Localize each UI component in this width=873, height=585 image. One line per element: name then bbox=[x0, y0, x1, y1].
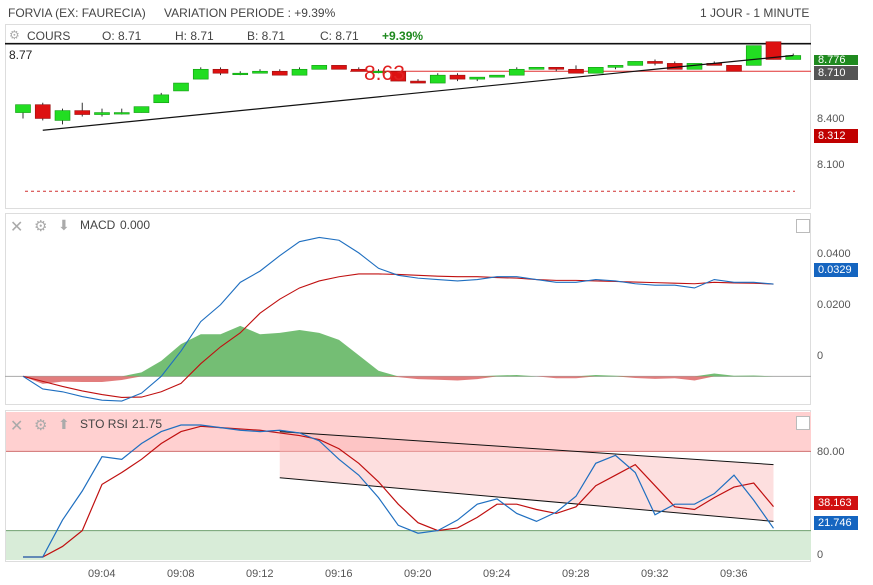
top-level-label: 8.77 bbox=[9, 48, 33, 62]
high-value: H: 8.71 bbox=[175, 29, 214, 43]
candle-body bbox=[587, 67, 604, 74]
candle-body bbox=[489, 74, 505, 78]
sto-d-tag: 38.163 bbox=[814, 496, 858, 510]
price-label: COURS bbox=[27, 29, 71, 43]
candle-body bbox=[232, 72, 249, 76]
candle-body bbox=[726, 65, 742, 72]
channel-lower-line bbox=[279, 477, 774, 522]
channel-upper-line bbox=[279, 431, 774, 466]
x-axis-tick: 09:32 bbox=[641, 568, 669, 580]
macd-histogram-positive bbox=[23, 325, 774, 377]
macd-value-tag: 0.0329 bbox=[814, 263, 858, 277]
candle-body bbox=[192, 68, 209, 80]
candle-body bbox=[74, 110, 91, 115]
candle-body bbox=[291, 68, 308, 76]
arrow-up-icon[interactable]: ⬆ bbox=[58, 416, 70, 432]
candle-body bbox=[528, 67, 545, 70]
oversold-zone bbox=[6, 530, 811, 560]
candle-body bbox=[429, 74, 446, 84]
candle-body bbox=[331, 65, 347, 70]
x-axis-tick: 09:20 bbox=[404, 568, 432, 580]
macd-tick: 0 bbox=[817, 350, 824, 362]
macd-panel bbox=[5, 213, 811, 405]
candle-body bbox=[647, 61, 663, 64]
candle-body bbox=[627, 61, 644, 66]
candle-body bbox=[54, 110, 71, 121]
price-tick: 8.400 bbox=[817, 113, 845, 125]
high-price-tag: 8.776 bbox=[814, 55, 858, 65]
candle-body bbox=[212, 68, 229, 74]
sto-tick: 80.00 bbox=[817, 446, 845, 458]
gear-icon[interactable]: ⚙ bbox=[34, 417, 48, 434]
panel-checkbox[interactable] bbox=[796, 219, 810, 233]
candle-body bbox=[568, 68, 584, 74]
candle-body bbox=[370, 70, 387, 74]
candle-body bbox=[449, 74, 466, 80]
channel-fill bbox=[279, 431, 774, 522]
candle-body bbox=[765, 41, 782, 60]
close-icon[interactable]: ✕ bbox=[10, 219, 24, 236]
macd-signal-line bbox=[22, 273, 774, 398]
sto-rsi-panel bbox=[5, 410, 811, 562]
low-value: B: 8.71 bbox=[247, 29, 286, 43]
candle-body bbox=[113, 112, 130, 115]
macd-tick: 0.0200 bbox=[817, 299, 851, 311]
arrow-down-icon[interactable]: ⬇ bbox=[58, 217, 70, 233]
candle-body bbox=[410, 80, 426, 84]
candle-body bbox=[173, 82, 189, 92]
low-price-tag: 8.312 bbox=[814, 129, 858, 143]
candle-body bbox=[34, 104, 51, 119]
close-icon[interactable]: ✕ bbox=[10, 418, 24, 435]
crosshair-price-value: 8.63 bbox=[364, 62, 405, 85]
candle-body bbox=[252, 70, 268, 74]
sto-rsi-label: STO RSI bbox=[80, 417, 128, 431]
x-axis-tick: 09:08 bbox=[167, 568, 195, 580]
change-value: +9.39% bbox=[382, 29, 424, 43]
x-axis-tick: 09:24 bbox=[483, 568, 511, 580]
panel-checkbox[interactable] bbox=[796, 416, 810, 430]
period-selector[interactable]: 1 JOUR - 1 MINUTE bbox=[700, 6, 810, 20]
macd-value: 0.000 bbox=[120, 218, 151, 232]
x-axis-tick: 09:12 bbox=[246, 568, 274, 580]
candle-body bbox=[745, 45, 762, 66]
candle-body bbox=[350, 68, 367, 72]
instrument-name: FORVIA (EX: FAURECIA) bbox=[8, 6, 146, 20]
x-axis-tick: 09:36 bbox=[720, 568, 748, 580]
trend-line bbox=[42, 54, 794, 131]
price-tick: 8.100 bbox=[817, 159, 845, 171]
candle-body bbox=[469, 76, 486, 80]
sto-k-line bbox=[23, 424, 774, 558]
candle-body bbox=[390, 70, 407, 82]
macd-label: MACD bbox=[80, 218, 116, 232]
x-axis-tick: 09:28 bbox=[562, 568, 590, 580]
candle-body bbox=[508, 68, 525, 76]
macd-tick: 0.0400 bbox=[817, 248, 851, 260]
candle-body bbox=[153, 94, 170, 104]
candle-body bbox=[548, 67, 565, 70]
candle-body bbox=[15, 104, 31, 113]
macd-line bbox=[22, 236, 774, 402]
candle-body bbox=[133, 106, 150, 113]
variation-label: VARIATION PERIODE : +9.39% bbox=[164, 6, 336, 20]
candle-body bbox=[311, 65, 328, 70]
x-axis-tick: 09:04 bbox=[88, 568, 116, 580]
candle-body bbox=[271, 70, 288, 76]
sto-d-line bbox=[23, 425, 774, 558]
price-panel bbox=[5, 24, 811, 209]
sto-rsi-value: 21.75 bbox=[132, 417, 163, 431]
last-price-tag: 8.710 bbox=[814, 66, 858, 80]
x-axis-tick: 09:16 bbox=[325, 568, 353, 580]
gear-icon[interactable]: ⚙ bbox=[9, 28, 20, 42]
gear-icon[interactable]: ⚙ bbox=[34, 218, 48, 235]
macd-histogram-negative bbox=[23, 376, 774, 384]
open-value: O: 8.71 bbox=[102, 29, 142, 43]
close-value: C: 8.71 bbox=[320, 29, 359, 43]
sto-k-tag: 21.746 bbox=[814, 516, 858, 530]
candle-body bbox=[607, 65, 624, 68]
candle-body bbox=[94, 112, 110, 115]
sto-tick: 0 bbox=[817, 549, 824, 561]
